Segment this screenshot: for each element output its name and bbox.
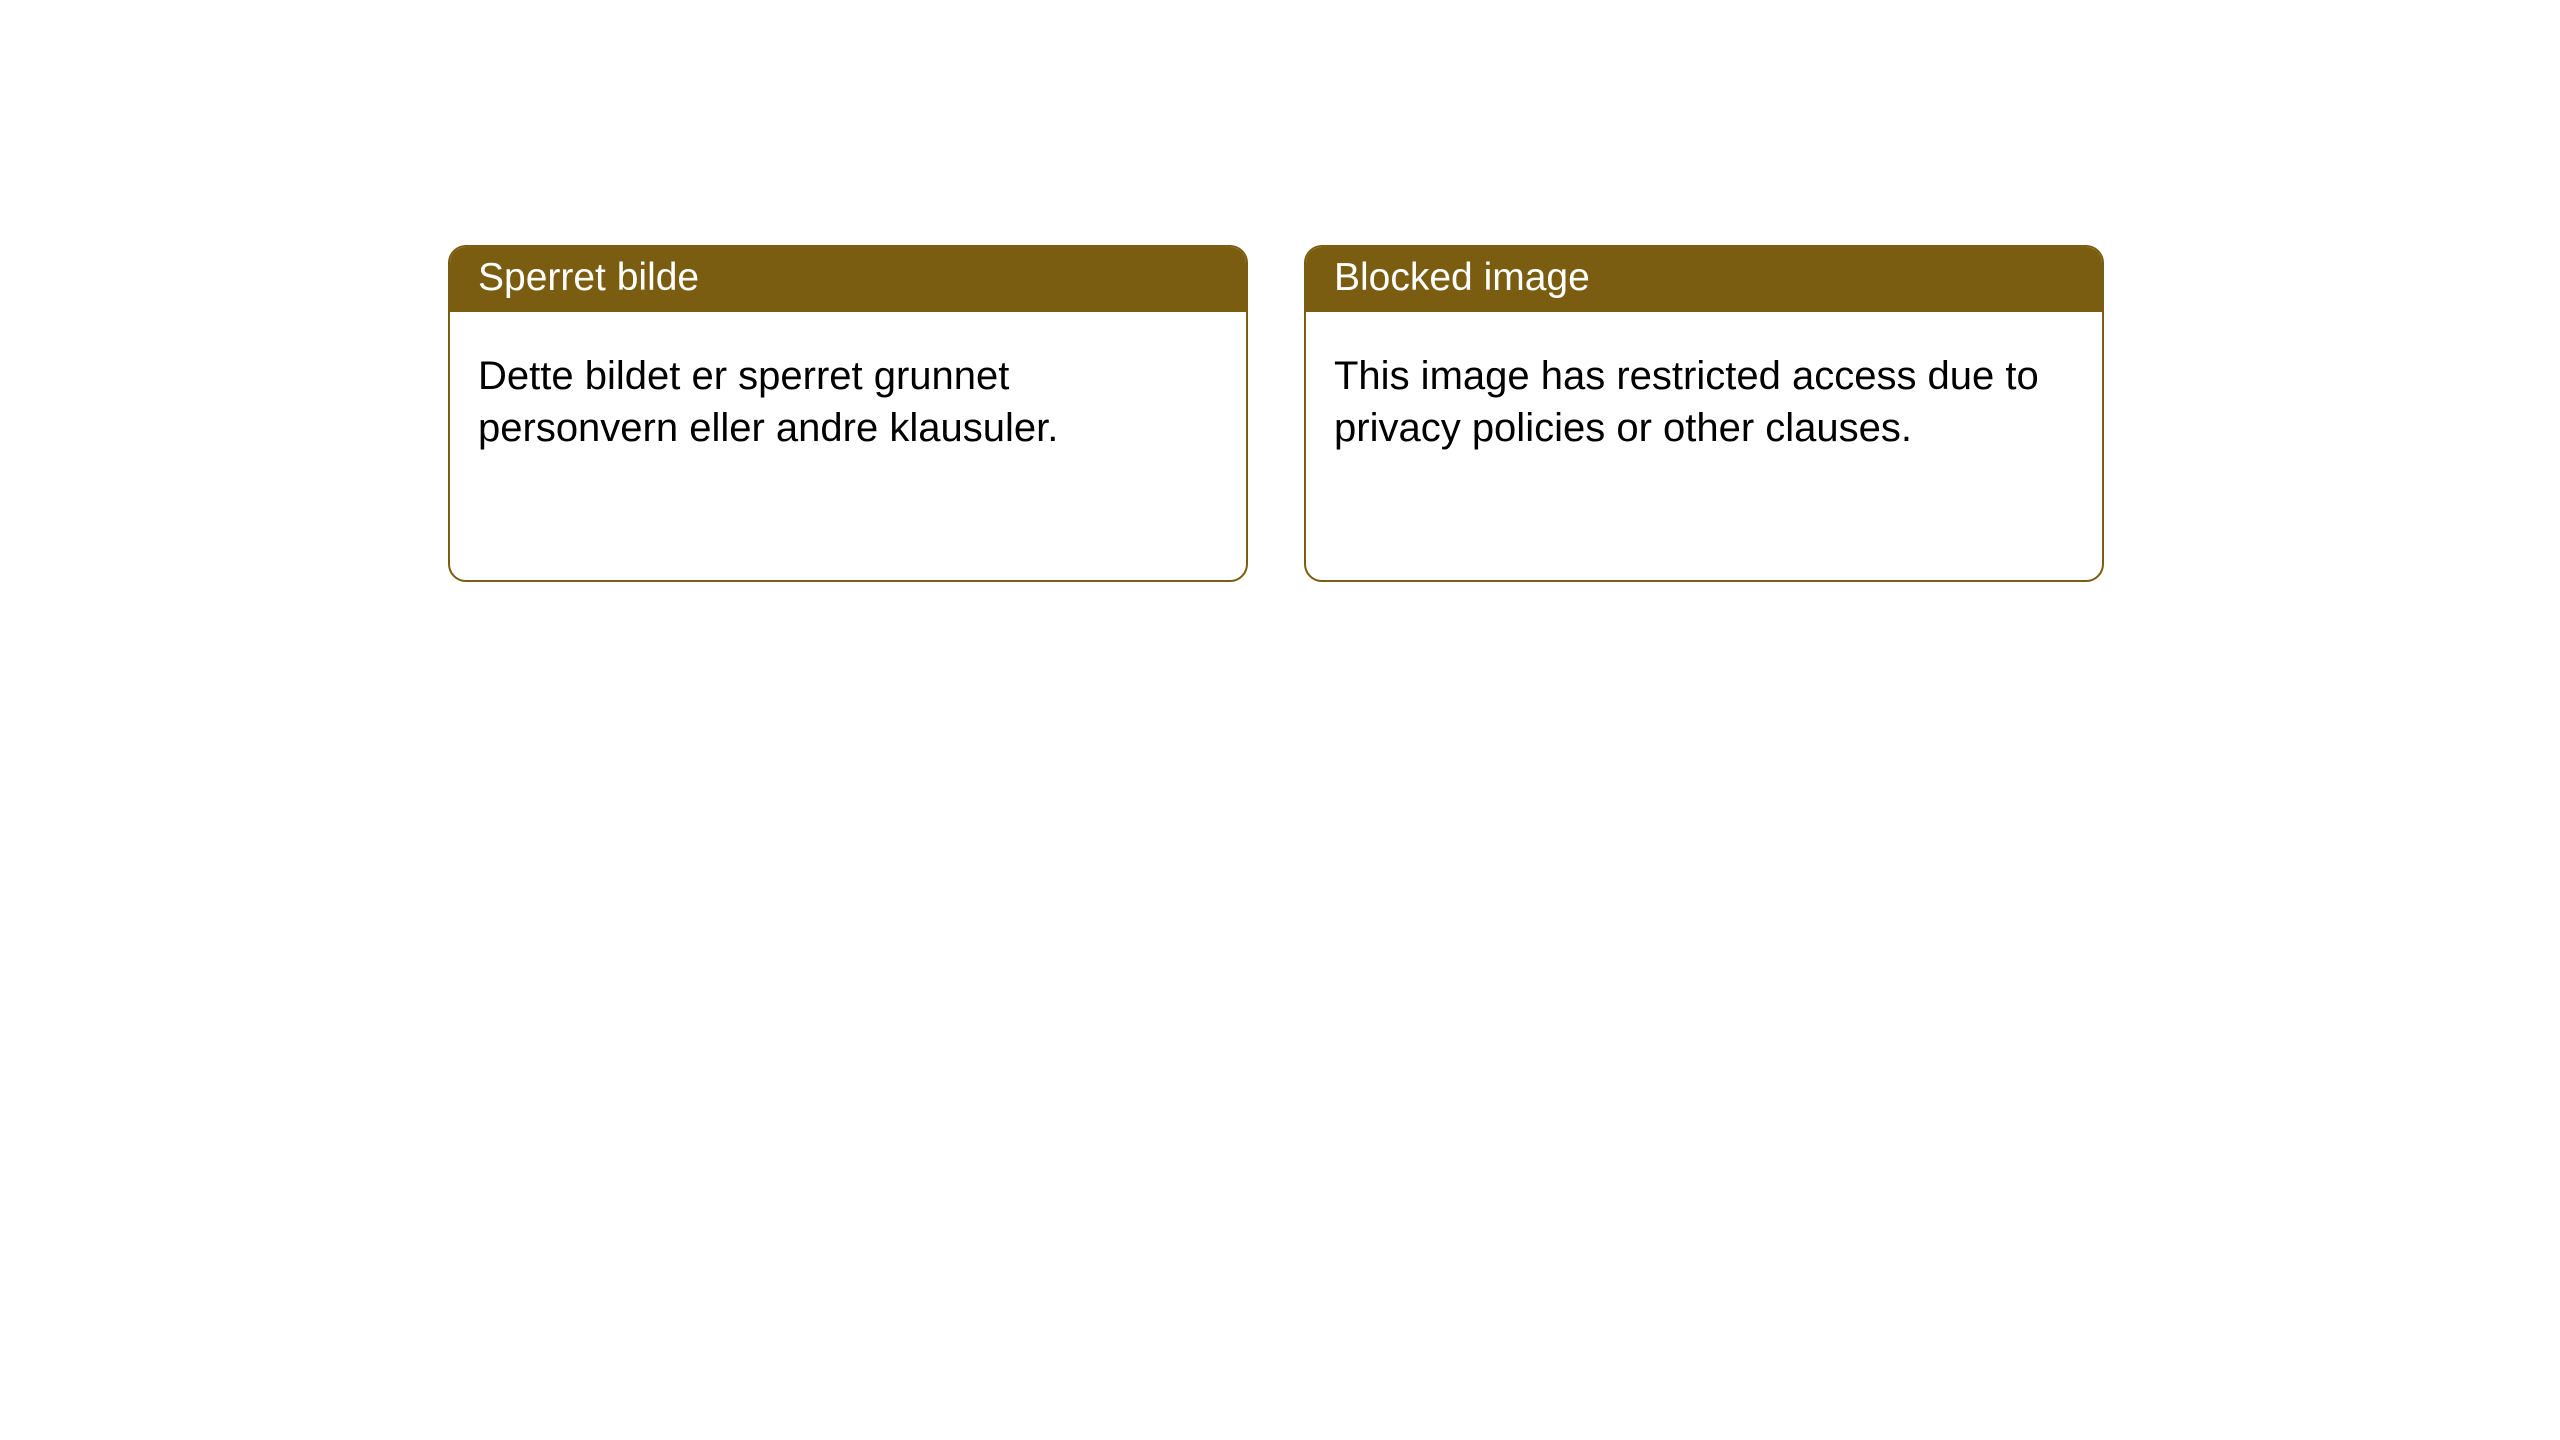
notice-header-english: Blocked image bbox=[1306, 247, 2102, 312]
notice-header-norwegian: Sperret bilde bbox=[450, 247, 1246, 312]
notice-card-norwegian: Sperret bilde Dette bildet er sperret gr… bbox=[448, 245, 1248, 582]
notice-body-norwegian: Dette bildet er sperret grunnet personve… bbox=[450, 312, 1246, 580]
notice-body-english: This image has restricted access due to … bbox=[1306, 312, 2102, 580]
notice-container: Sperret bilde Dette bildet er sperret gr… bbox=[448, 245, 2104, 582]
notice-card-english: Blocked image This image has restricted … bbox=[1304, 245, 2104, 582]
